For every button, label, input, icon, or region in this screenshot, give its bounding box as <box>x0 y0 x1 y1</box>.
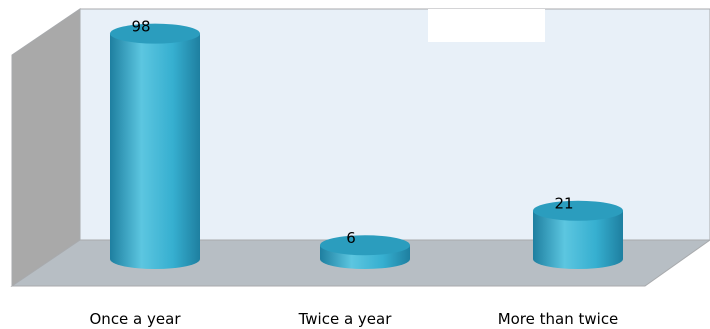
labels-layer: 98 6 21 <box>131 18 573 248</box>
bar-2 <box>320 235 410 269</box>
category-label: Twice a year <box>298 310 393 328</box>
bar-1 <box>110 23 200 269</box>
bar-body <box>110 33 200 259</box>
legend-area <box>428 9 545 42</box>
category-label: Once a year <box>90 310 182 328</box>
data-label: 21 <box>554 195 573 213</box>
bar-3 <box>533 200 623 269</box>
bar-top <box>533 200 623 221</box>
data-label: 6 <box>346 229 356 247</box>
side-wall <box>11 8 81 287</box>
bar-top <box>110 23 200 44</box>
data-label: 98 <box>131 18 150 36</box>
category-labels: Once a year Twice a year More than twice <box>90 310 619 328</box>
bar-top <box>320 235 410 256</box>
bars-layer <box>110 23 623 269</box>
category-label: More than twice <box>498 310 619 328</box>
